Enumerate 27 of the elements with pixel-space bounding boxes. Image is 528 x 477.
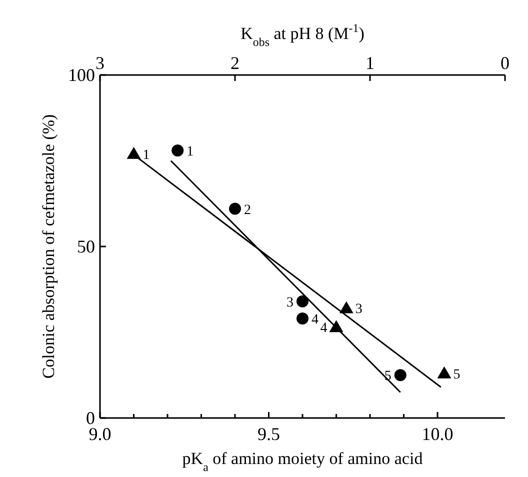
point [296,312,308,325]
annotation: 3 [355,302,362,318]
point [437,366,452,378]
x2-tick-label: 3 [96,53,104,73]
annotation: 4 [312,312,318,328]
annotation: 1 [142,148,150,163]
y-tick-label: 50 [77,236,95,256]
annotation: 3 [286,295,294,310]
x2-tick-label: 1 [366,53,374,73]
x-axis-title: pK$_{a}$ of amino moiety of amino acid [182,449,424,474]
x-tick-label: 10.0 [422,424,454,444]
x2-axis-title: K$_{obs}$ at pH 8 (M$^{-1}$) [240,21,364,49]
annotation: 2 [244,202,251,218]
point [229,202,241,215]
y-axis-title: Colonic absorption of cefmetazole (%) [39,114,58,379]
annotation: 4 [320,321,328,336]
point [126,146,141,159]
x2-tick-label: 0 [500,53,510,73]
point [339,301,354,314]
annotation: 5 [453,367,460,382]
x2-tick-label: 2 [230,53,240,73]
point [296,295,308,308]
x-tick-label: 9.5 [258,424,280,444]
annotation: 1 [186,144,194,160]
point [394,369,406,382]
y-tick-label: 100 [68,65,95,85]
point [172,144,184,156]
